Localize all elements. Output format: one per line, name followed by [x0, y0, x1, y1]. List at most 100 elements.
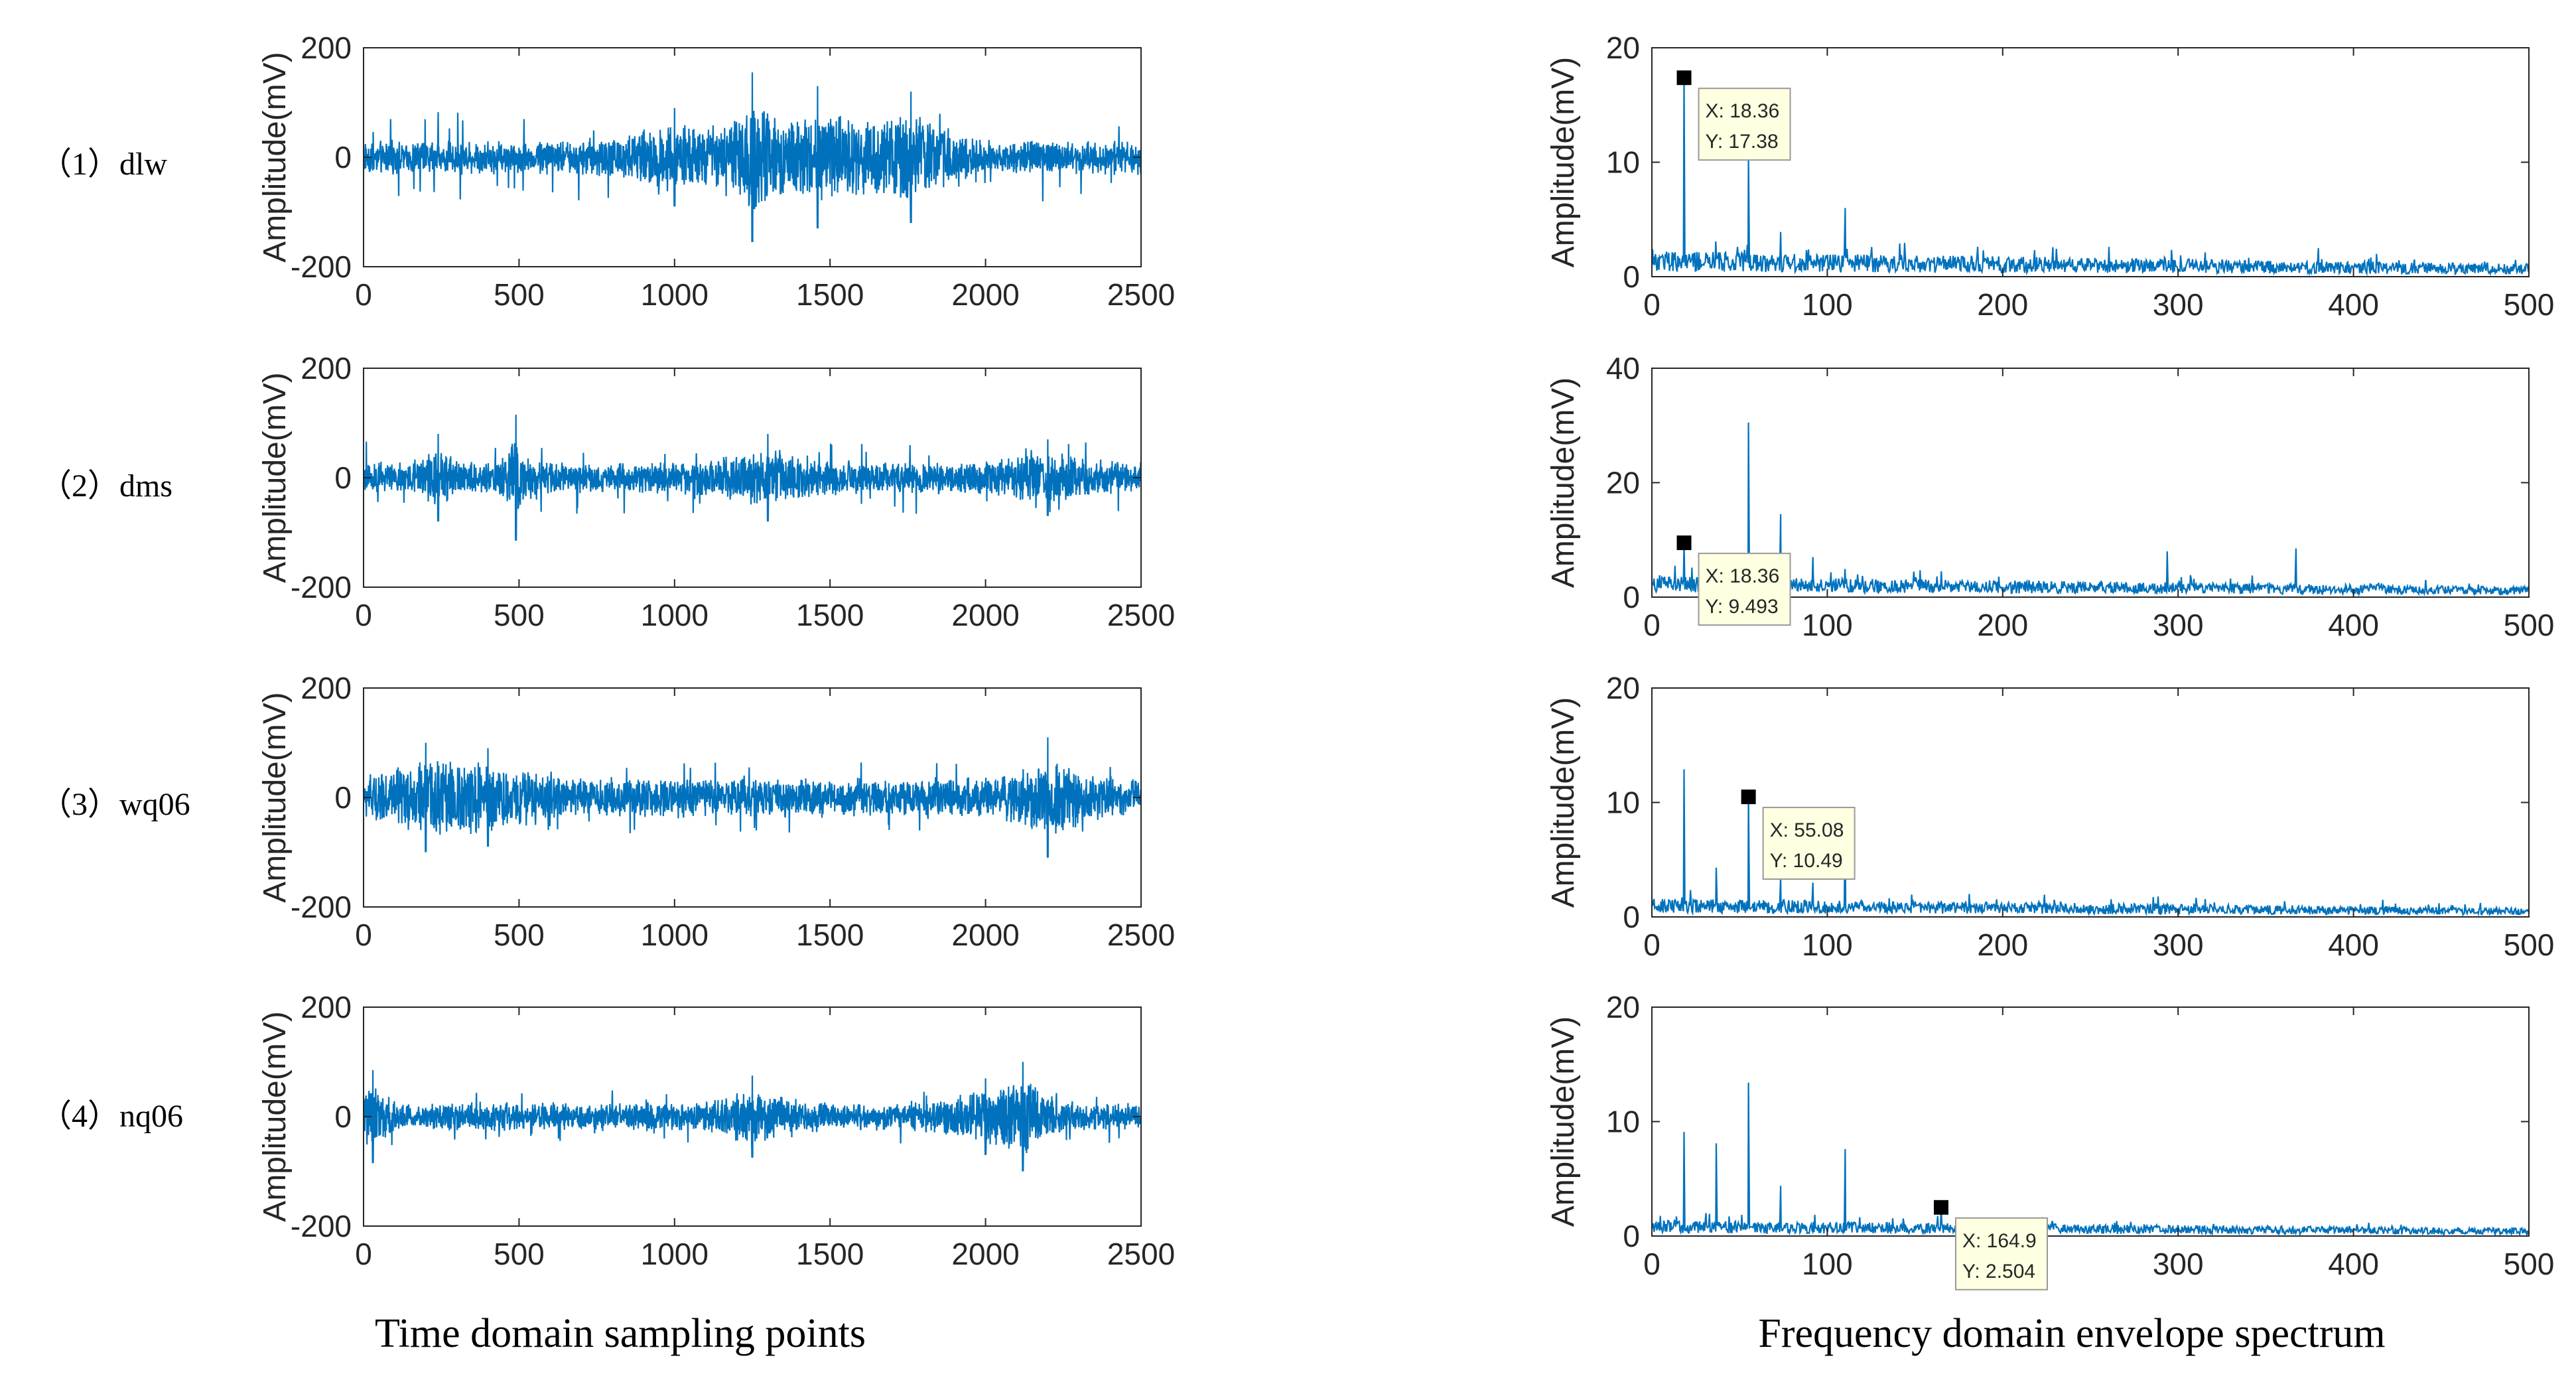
row-label-3: （3）wq06	[40, 787, 190, 822]
x-tick-label: 2000	[951, 598, 1019, 632]
y-axis-label: Amplitude(mV)	[257, 1011, 293, 1221]
series-line	[364, 415, 1141, 541]
x-tick-label: 100	[1802, 928, 1853, 962]
x-tick-label: 1000	[641, 918, 709, 952]
x-tick-label: 2000	[951, 277, 1019, 312]
panel-freq-dms: 0 100 200 300 400 500 0 20 40 Amplitude(mV) X: 18.…	[1546, 351, 2554, 642]
row-label-4: （4）nq06	[40, 1099, 183, 1134]
series-line	[1652, 78, 2529, 277]
y-tick-label: -200	[291, 1209, 352, 1243]
x-tick-label: 2500	[1107, 918, 1175, 952]
y-tick-label: 0	[334, 460, 352, 495]
x-tick-label: 300	[2153, 608, 2204, 642]
y-tick-label: 10	[1606, 145, 1640, 180]
x-tick-label: 100	[1802, 287, 1853, 322]
x-tick-label: 400	[2328, 1247, 2379, 1281]
x-tick-label: 200	[1977, 608, 2028, 642]
y-tick-label: 20	[1606, 31, 1640, 65]
datatip-y-text: Y: 10.49	[1770, 850, 1843, 872]
y-tick-label: 20	[1606, 466, 1640, 500]
y-tick-label: 10	[1606, 1105, 1640, 1139]
y-axis-label: Amplitude(mV)	[1546, 1016, 1581, 1227]
left-caption: Time domain sampling points	[375, 1311, 866, 1356]
series-line	[1652, 1082, 2529, 1236]
x-tick-label: 1500	[796, 918, 864, 952]
x-tick-label: 1000	[641, 1237, 709, 1271]
x-tick-label: 2500	[1107, 598, 1175, 632]
panel-time-wq06: 0 500 1000 1500 2000 2500-2000200Amplitude(mV…	[257, 671, 1175, 952]
x-tick-label: 300	[2153, 1247, 2204, 1281]
y-tick-label: 0	[1623, 900, 1640, 934]
y-tick-label: 200	[301, 671, 352, 705]
y-tick-label: -200	[291, 570, 352, 604]
panel-time-nq06: 0 500 1000 1500 2000 2500-2000200Amplitude(mV…	[257, 990, 1175, 1271]
y-tick-label: 20	[1606, 671, 1640, 705]
x-tick-label: 2500	[1107, 1237, 1175, 1271]
x-tick-label: 0	[355, 1237, 372, 1271]
datatip-marker	[1676, 535, 1692, 551]
x-tick-label: 0	[1643, 928, 1661, 962]
y-tick-label: 0	[1623, 1219, 1640, 1253]
y-axis-label: Amplitude(mV)	[1546, 57, 1581, 267]
x-tick-label: 400	[2328, 287, 2379, 322]
datatip-x-text: X: 164.9	[1962, 1230, 2037, 1252]
y-tick-label: 0	[1623, 259, 1640, 294]
x-tick-label: 400	[2328, 608, 2379, 642]
y-tick-label: 10	[1606, 786, 1640, 820]
x-tick-label: 300	[2153, 287, 2204, 322]
x-tick-label: 500	[2504, 287, 2555, 322]
y-tick-label: 200	[301, 31, 352, 65]
series-line	[364, 737, 1141, 858]
panel-time-dlw: 0 500 1000 1500 2000 2500-2000200Amplitude(mV…	[257, 31, 1175, 312]
datatip-x-text: X: 18.36	[1706, 565, 1780, 587]
y-axis-label: Amplitude(mV)	[1546, 697, 1581, 908]
y-tick-label: -200	[291, 249, 352, 284]
x-tick-label: 500	[494, 918, 545, 952]
x-tick-label: 0	[1643, 1247, 1661, 1281]
x-tick-label: 0	[1643, 287, 1661, 322]
x-tick-label: 500	[2504, 608, 2555, 642]
x-tick-label: 1500	[796, 598, 864, 632]
x-tick-label: 500	[494, 1237, 545, 1271]
row-label-1: （1）dlw	[40, 147, 167, 182]
y-axis-label: Amplitude(mV)	[257, 692, 293, 902]
series-line	[364, 72, 1141, 242]
datatip-marker	[1676, 70, 1692, 86]
y-tick-label: 20	[1606, 990, 1640, 1024]
x-tick-label: 200	[1977, 287, 2028, 322]
y-tick-label: 200	[301, 990, 352, 1024]
x-tick-label: 500	[494, 598, 545, 632]
series-line	[1652, 769, 2529, 917]
x-tick-label: 0	[355, 918, 372, 952]
datatip-x-text: X: 55.08	[1770, 819, 1844, 841]
x-tick-label: 1500	[796, 1237, 864, 1271]
right-caption: Frequency domain envelope spectrum	[1758, 1311, 2385, 1356]
row-label-2: （2）dms	[40, 468, 172, 504]
x-tick-label: 2000	[951, 918, 1019, 952]
y-tick-label: 0	[334, 1099, 352, 1134]
x-tick-label: 100	[1802, 1247, 1853, 1281]
series-line	[364, 1062, 1141, 1172]
y-tick-label: 0	[334, 140, 352, 174]
panel-freq-wq06: 0 100 200 300 400 500 0 10 20 Amplitude(mV) X: 55.…	[1546, 671, 2554, 962]
series-line	[1652, 422, 2529, 597]
x-tick-label: 300	[2153, 928, 2204, 962]
datatip-x-text: X: 18.36	[1706, 100, 1780, 122]
panel-freq-dlw: 0 100 200 300 400 500 0 10 20 Amplitude(mV) X: 18.…	[1546, 31, 2554, 322]
x-tick-label: 400	[2328, 928, 2379, 962]
datatip-box	[1762, 807, 1856, 880]
y-axis-label: Amplitude(mV)	[257, 52, 293, 262]
datatip-y-text: Y: 17.38	[1706, 131, 1779, 153]
panels-layer: 0 500 1000 1500 2000 2500-2000200Amplitude(mV…	[257, 31, 2554, 1290]
x-tick-label: 1000	[641, 277, 709, 312]
x-tick-label: 100	[1802, 608, 1853, 642]
y-tick-label: -200	[291, 890, 352, 924]
datatip-marker	[1741, 790, 1756, 805]
x-tick-label: 500	[2504, 1247, 2555, 1281]
datatip-y-text: Y: 2.504	[1962, 1261, 2035, 1282]
y-axis-label: Amplitude(mV)	[257, 372, 293, 583]
y-axis-label: Amplitude(mV)	[1546, 378, 1581, 588]
x-tick-label: 200	[1977, 928, 2028, 962]
